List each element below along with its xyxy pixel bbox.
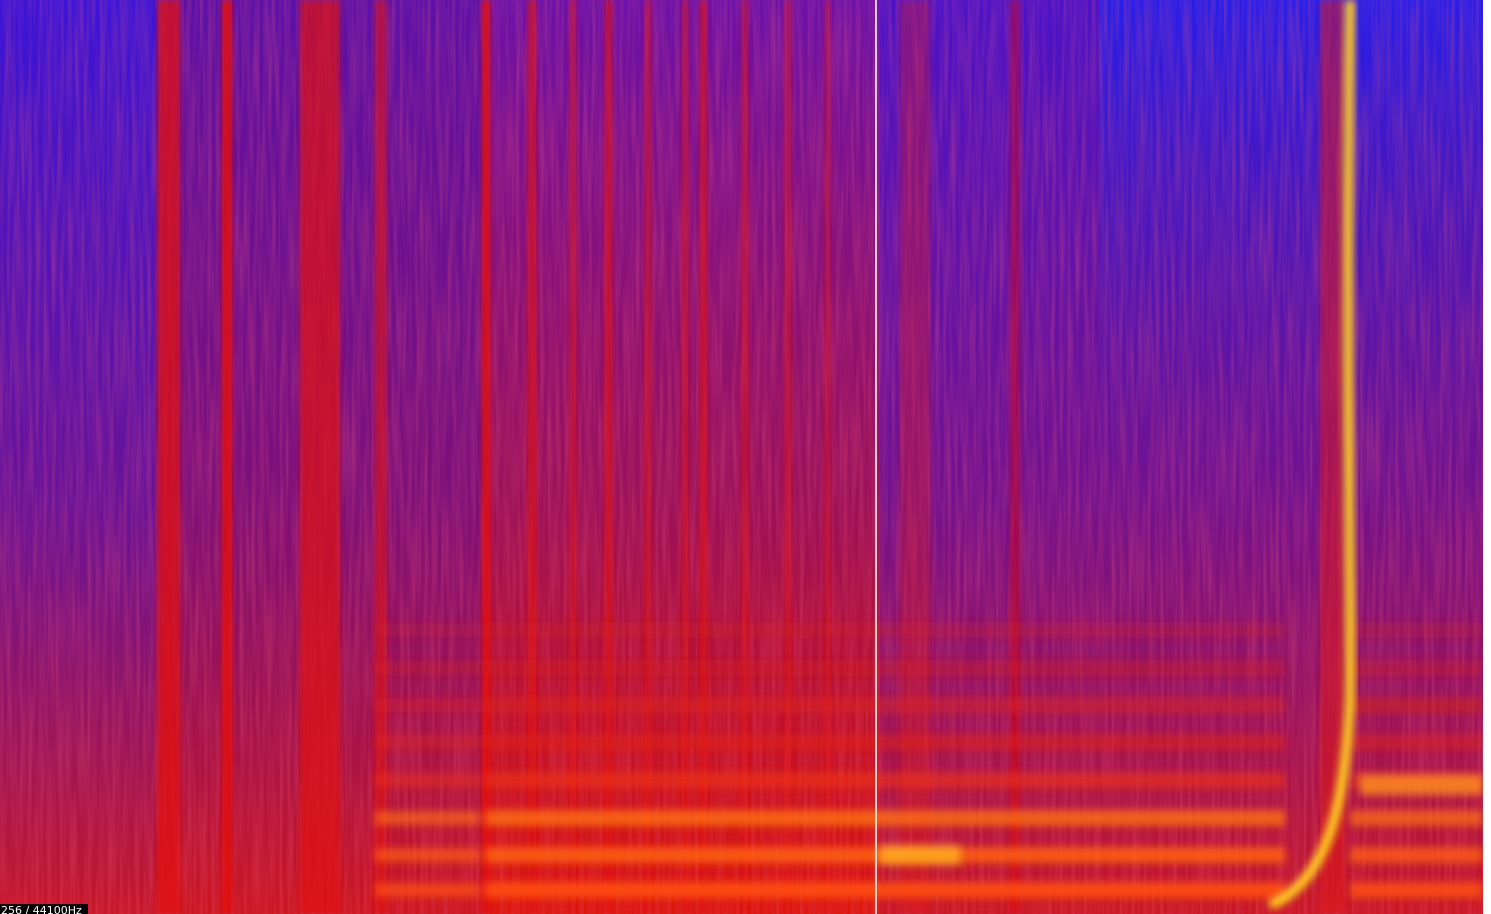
stripe — [222, 0, 232, 914]
band — [375, 661, 480, 675]
stripe — [300, 0, 340, 914]
band — [1350, 882, 1483, 898]
band — [1350, 697, 1483, 713]
band — [375, 698, 480, 712]
band — [485, 734, 1285, 750]
band — [375, 623, 480, 637]
band — [485, 622, 1285, 638]
band — [880, 845, 960, 865]
band — [1350, 810, 1483, 826]
band — [485, 882, 1285, 898]
band — [375, 735, 480, 749]
spectrogram-view: 256 / 44100Hz — [0, 0, 1491, 914]
status-label: 256 / 44100Hz — [1, 904, 82, 914]
band — [1350, 622, 1483, 638]
band — [1350, 847, 1483, 863]
stripe — [158, 0, 180, 914]
band — [1350, 734, 1483, 750]
band — [485, 810, 1285, 826]
right-border — [1483, 0, 1491, 914]
band — [1350, 660, 1483, 676]
band — [485, 772, 1285, 788]
band — [375, 883, 480, 897]
band — [1360, 775, 1483, 795]
band — [375, 773, 480, 787]
band — [485, 660, 1285, 676]
band — [485, 697, 1285, 713]
band — [375, 811, 480, 825]
band — [375, 848, 480, 862]
page: 256 / 44100Hz (() => { const data = JSON… — [0, 0, 1491, 914]
